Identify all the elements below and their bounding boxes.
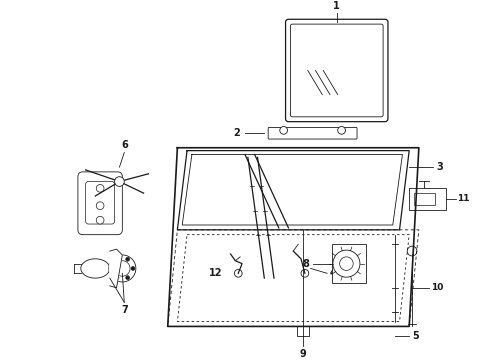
Circle shape <box>340 257 353 270</box>
Circle shape <box>110 266 114 270</box>
FancyBboxPatch shape <box>291 24 383 117</box>
Text: 4: 4 <box>330 268 337 278</box>
Circle shape <box>126 257 129 261</box>
Circle shape <box>96 202 104 210</box>
Text: 10: 10 <box>431 283 444 292</box>
Circle shape <box>234 269 242 277</box>
FancyBboxPatch shape <box>286 19 388 122</box>
Circle shape <box>333 250 360 277</box>
Text: 12: 12 <box>209 268 223 278</box>
Circle shape <box>338 126 345 134</box>
Text: 5: 5 <box>412 331 419 341</box>
Circle shape <box>301 269 309 277</box>
Text: 2: 2 <box>233 128 240 138</box>
Circle shape <box>126 276 129 280</box>
Text: 7: 7 <box>121 305 128 315</box>
FancyBboxPatch shape <box>268 127 357 139</box>
Circle shape <box>407 246 417 256</box>
Circle shape <box>131 266 135 270</box>
FancyBboxPatch shape <box>78 172 122 235</box>
Circle shape <box>115 261 130 276</box>
Polygon shape <box>110 249 122 288</box>
Text: 6: 6 <box>121 140 128 150</box>
Circle shape <box>115 177 124 186</box>
Circle shape <box>96 216 104 224</box>
Bar <box>414 193 435 205</box>
Text: 11: 11 <box>458 194 470 203</box>
Text: 9: 9 <box>299 348 306 359</box>
Circle shape <box>115 257 119 261</box>
Text: 3: 3 <box>436 162 443 172</box>
Text: 1: 1 <box>333 1 340 10</box>
Bar <box>409 188 446 210</box>
Circle shape <box>280 126 288 134</box>
Text: 8: 8 <box>303 258 310 269</box>
FancyBboxPatch shape <box>86 181 115 224</box>
Bar <box>332 244 366 283</box>
Circle shape <box>96 184 104 192</box>
Circle shape <box>115 276 119 280</box>
Ellipse shape <box>81 259 110 278</box>
Circle shape <box>109 255 136 282</box>
